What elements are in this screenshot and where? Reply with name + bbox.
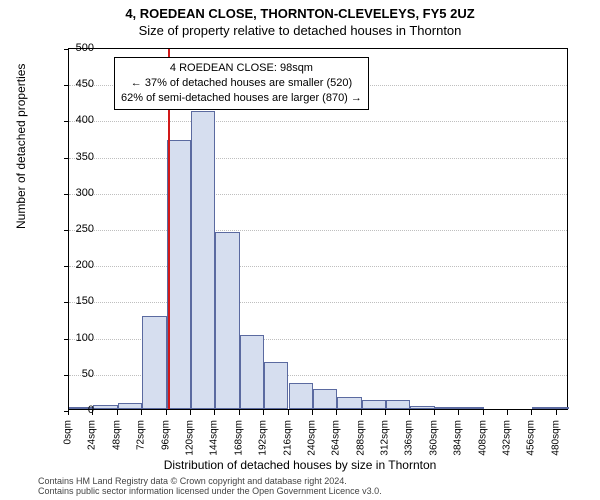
xtick-mark [117,410,118,415]
xtick-mark [409,410,410,415]
chart-title-sub: Size of property relative to detached ho… [0,23,600,38]
ytick-label: 300 [54,187,94,199]
xtick-label: 192sqm [258,420,269,456]
xtick-label: 168sqm [233,420,244,456]
xtick-mark [312,410,313,415]
histogram-bar [118,403,142,409]
histogram-bar [545,407,569,409]
xtick-label: 48sqm [111,420,122,450]
gridline [69,121,567,122]
x-axis-label: Distribution of detached houses by size … [0,458,600,472]
ytick-label: 0 [54,404,94,416]
xtick-mark [361,410,362,415]
histogram-bar [264,362,288,409]
gridline [69,302,567,303]
ytick-label: 200 [54,259,94,271]
histogram-bar [337,397,361,409]
xtick-mark [531,410,532,415]
xtick-label: 96sqm [160,420,171,450]
histogram-bar [435,407,459,409]
xtick-label: 384sqm [453,420,464,456]
gridline [69,158,567,159]
histogram-bar [240,335,264,409]
xtick-mark [239,410,240,415]
chart-area: 4 ROEDEAN CLOSE: 98sqm← 37% of detached … [68,48,568,410]
xtick-label: 288sqm [355,420,366,456]
xtick-label: 408sqm [477,420,488,456]
xtick-label: 120sqm [184,420,195,456]
histogram-bar [215,232,239,409]
xtick-mark [434,410,435,415]
ytick-label: 250 [54,223,94,235]
histogram-bar [362,400,386,409]
xtick-mark [141,410,142,415]
ytick-label: 500 [54,42,94,54]
xtick-label: 24sqm [87,420,98,450]
annotation-line: ← 37% of detached houses are smaller (52… [121,76,362,91]
histogram-bar [167,140,191,409]
annotation-line: 62% of semi-detached houses are larger (… [121,91,362,106]
xtick-label: 240sqm [306,420,317,456]
xtick-mark [214,410,215,415]
xtick-label: 312sqm [380,420,391,456]
ytick-label: 400 [54,114,94,126]
gridline [69,230,567,231]
ytick-label: 150 [54,295,94,307]
xtick-label: 336sqm [404,420,415,456]
ytick-label: 350 [54,151,94,163]
xtick-mark [288,410,289,415]
xtick-mark [507,410,508,415]
attribution-line-1: Contains HM Land Registry data © Crown c… [38,476,382,486]
xtick-mark [166,410,167,415]
ytick-label: 100 [54,332,94,344]
histogram-bar [386,400,410,409]
y-axis-label: Number of detached properties [14,64,28,229]
xtick-mark [483,410,484,415]
annotation-line: 4 ROEDEAN CLOSE: 98sqm [121,61,362,76]
xtick-label: 144sqm [209,420,220,456]
xtick-label: 0sqm [63,420,74,444]
xtick-label: 264sqm [331,420,342,456]
histogram-bar [459,407,483,409]
xtick-mark [458,410,459,415]
xtick-label: 432sqm [502,420,513,456]
histogram-bar [142,316,166,409]
gridline [69,194,567,195]
xtick-label: 456sqm [526,420,537,456]
xtick-mark [385,410,386,415]
histogram-bar [313,389,337,409]
plot-area: 4 ROEDEAN CLOSE: 98sqm← 37% of detached … [68,48,568,410]
histogram-bar [191,111,215,409]
histogram-bar [93,405,117,409]
histogram-bar [410,406,434,409]
xtick-label: 480sqm [550,420,561,456]
xtick-label: 360sqm [428,420,439,456]
xtick-mark [263,410,264,415]
attribution: Contains HM Land Registry data © Crown c… [38,476,382,497]
xtick-label: 216sqm [282,420,293,456]
xtick-mark [556,410,557,415]
xtick-mark [336,410,337,415]
xtick-label: 72sqm [136,420,147,450]
histogram-bar [289,383,313,409]
annotation-box: 4 ROEDEAN CLOSE: 98sqm← 37% of detached … [114,57,369,110]
chart-title-main: 4, ROEDEAN CLOSE, THORNTON-CLEVELEYS, FY… [0,6,600,21]
xtick-mark [190,410,191,415]
attribution-line-2: Contains public sector information licen… [38,486,382,496]
ytick-label: 450 [54,78,94,90]
gridline [69,266,567,267]
ytick-label: 50 [54,368,94,380]
